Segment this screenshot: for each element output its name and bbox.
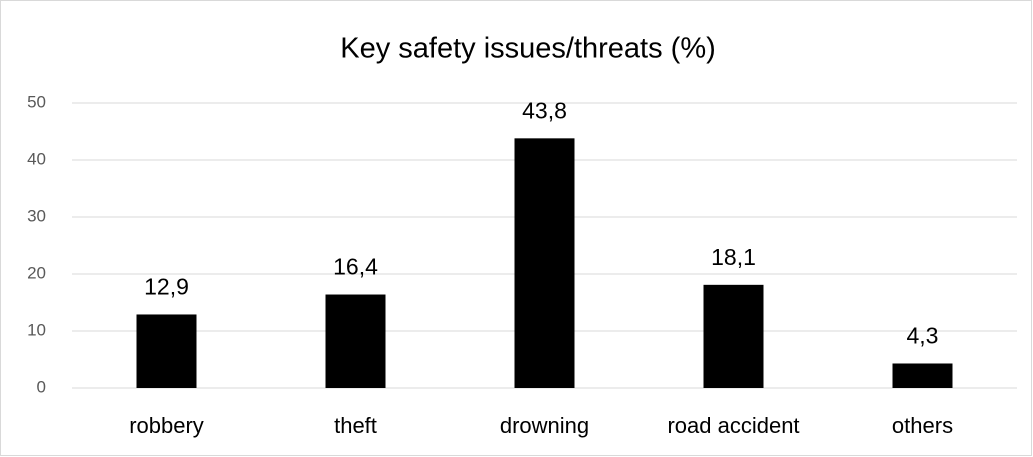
- bar: [703, 284, 764, 388]
- x-tick-label: others: [892, 413, 953, 438]
- value-label: 18,1: [711, 244, 756, 270]
- bar: [136, 314, 197, 388]
- value-label: 43,8: [522, 97, 567, 123]
- bar: [325, 294, 386, 388]
- y-tick-label: 30: [27, 206, 46, 225]
- y-tick-label: 10: [27, 320, 46, 339]
- chart-title: Key safety issues/threats (%): [340, 33, 716, 65]
- x-tick-label: drowning: [500, 413, 589, 438]
- bar: [514, 138, 575, 388]
- y-tick-label: 50: [27, 92, 46, 111]
- x-tick-label: theft: [334, 413, 377, 438]
- value-label: 4,3: [907, 323, 939, 349]
- value-label: 12,9: [144, 274, 189, 300]
- x-tick-label: robbery: [129, 413, 204, 438]
- y-tick-label: 20: [27, 263, 46, 282]
- y-tick-label: 0: [37, 377, 46, 396]
- bar: [892, 363, 953, 388]
- value-label: 16,4: [333, 254, 378, 280]
- y-tick-label: 40: [27, 149, 46, 168]
- x-tick-label: road accident: [667, 413, 799, 438]
